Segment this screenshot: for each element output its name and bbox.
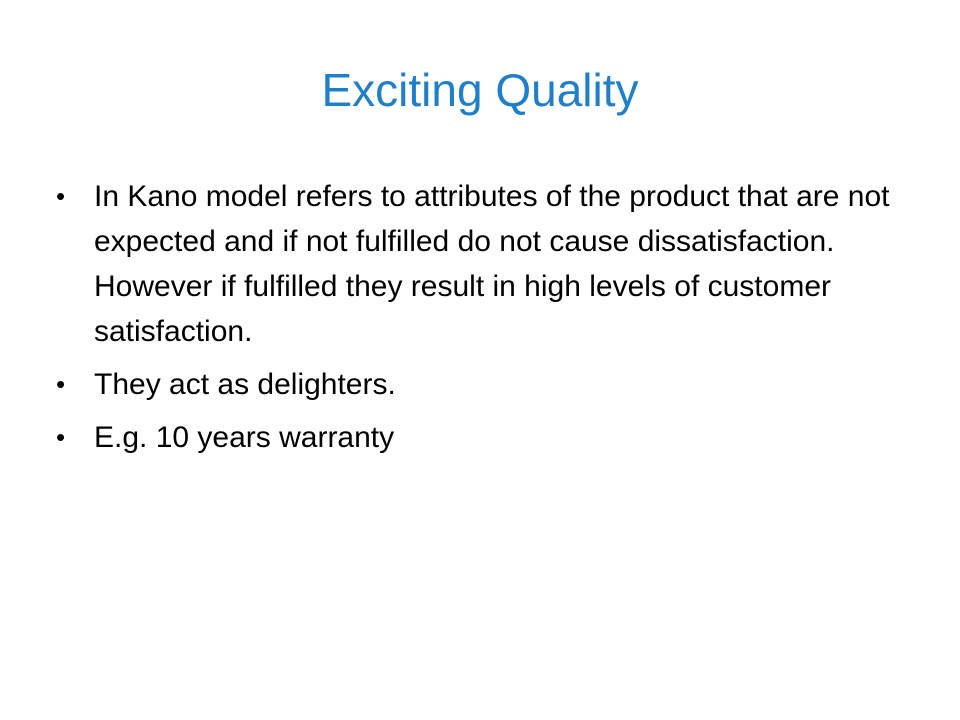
slide-title: Exciting Quality	[321, 64, 639, 116]
bullet-text-3: E.g. 10 years warranty	[94, 421, 395, 454]
bullet-dot-icon: •	[56, 369, 66, 399]
bullet-text-2: They act as delighters.	[94, 368, 396, 401]
bullet-item-1: • In Kano model refers to attributes of …	[56, 174, 912, 354]
bullet-text-1: In Kano model refers to attributes of th…	[94, 180, 890, 348]
bullet-dot-icon: •	[56, 181, 66, 211]
bullet-item-2: • They act as delighters.	[56, 362, 912, 407]
bullet-item-3: • E.g. 10 years warranty	[56, 415, 912, 460]
bullet-dot-icon: •	[56, 422, 66, 452]
bullet-list: • In Kano model refers to attributes of …	[56, 174, 912, 468]
